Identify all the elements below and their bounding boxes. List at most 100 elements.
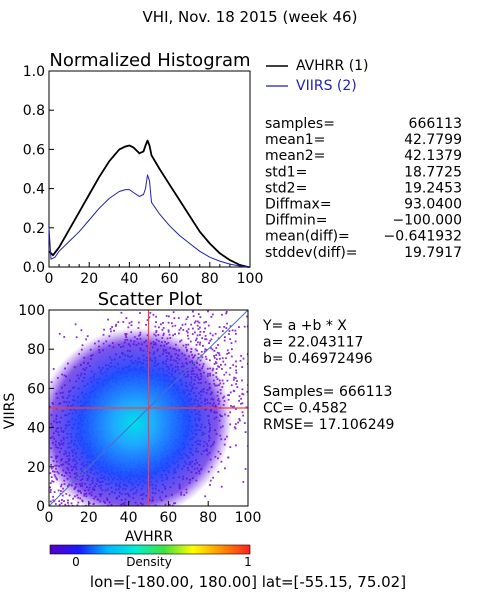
scatter-point bbox=[218, 366, 221, 368]
scatter-point bbox=[213, 357, 216, 359]
histogram-x-tick-label: 60 bbox=[161, 271, 179, 287]
colorbar-min-label: 0 bbox=[72, 555, 80, 569]
stat-value: 42.7799 bbox=[404, 132, 462, 148]
scatter-point bbox=[178, 328, 181, 331]
scatter-point bbox=[244, 468, 247, 470]
scatter-y-tick-label: 80 bbox=[27, 342, 45, 358]
stat-label: std1= bbox=[265, 164, 307, 180]
scatter-point bbox=[145, 323, 147, 326]
scatter-point bbox=[218, 326, 221, 328]
scatter-stat-line: a= 22.043117 bbox=[263, 335, 363, 351]
scatter-point bbox=[198, 321, 201, 324]
scatter-point bbox=[186, 331, 189, 334]
scatter-point bbox=[125, 317, 128, 319]
scatter-point bbox=[51, 480, 54, 483]
scatter-point bbox=[223, 326, 226, 328]
scatter-point bbox=[49, 486, 51, 489]
stat-value: 93.0400 bbox=[404, 197, 462, 213]
scatter-x-tick-label: 20 bbox=[80, 510, 98, 526]
scatter-point bbox=[155, 315, 157, 318]
scatter-point bbox=[75, 336, 78, 339]
scatter-point bbox=[235, 332, 237, 335]
scatter-point bbox=[221, 313, 223, 316]
scatter-point bbox=[229, 338, 232, 341]
stat-label: Diffmax= bbox=[265, 197, 332, 213]
scatter-point bbox=[158, 326, 160, 329]
scatter-point bbox=[59, 492, 62, 495]
scatter-point bbox=[207, 310, 209, 313]
scatter-point bbox=[224, 363, 227, 366]
histogram-series bbox=[48, 139, 250, 268]
scatter-point bbox=[223, 373, 226, 376]
stat-label: mean1= bbox=[265, 132, 325, 148]
scatter-point bbox=[74, 323, 77, 326]
scatter-point bbox=[149, 312, 152, 314]
scatter-point bbox=[225, 311, 228, 313]
scatter-point bbox=[210, 316, 213, 318]
scatter-point bbox=[233, 426, 236, 429]
scatter-point bbox=[221, 368, 223, 370]
scatter-point bbox=[177, 317, 180, 319]
scatter-point bbox=[195, 339, 197, 342]
scatter-point bbox=[231, 406, 234, 408]
scatter-point bbox=[155, 321, 157, 323]
scatter-point bbox=[162, 322, 164, 324]
scatter-point bbox=[172, 311, 175, 313]
scatter-point bbox=[115, 323, 117, 326]
scatter-point bbox=[215, 354, 218, 356]
scatter-point bbox=[213, 363, 216, 365]
scatter-point bbox=[246, 390, 248, 393]
scatter-stat-line: Y= a +b * X bbox=[262, 318, 347, 334]
scatter-point bbox=[197, 328, 200, 330]
scatter-point bbox=[167, 329, 170, 332]
scatter-point bbox=[52, 368, 55, 370]
scatter-point bbox=[242, 393, 245, 396]
scatter-point bbox=[197, 341, 199, 344]
scatter-point bbox=[226, 349, 229, 352]
scatter-stat-line: b= 0.46972496 bbox=[263, 351, 373, 367]
scatter-point bbox=[148, 316, 151, 319]
scatter-point bbox=[165, 315, 168, 317]
scatter-point bbox=[230, 342, 233, 344]
scatter-point bbox=[241, 402, 244, 405]
scatter-y-tick-label: 0 bbox=[36, 499, 45, 515]
scatter-point bbox=[61, 499, 63, 501]
scatter-point bbox=[187, 337, 190, 340]
stat-label: stddev(diff)= bbox=[265, 245, 358, 261]
histogram-x-tick-label: 100 bbox=[237, 271, 264, 287]
histogram-x-tick-label: 20 bbox=[80, 271, 98, 287]
scatter-point bbox=[182, 329, 185, 331]
scatter-point bbox=[234, 329, 237, 332]
scatter-point bbox=[235, 365, 237, 368]
scatter-x-tick-label: 60 bbox=[159, 510, 177, 526]
scatter-point bbox=[199, 334, 201, 336]
scatter-point bbox=[229, 325, 232, 328]
scatter-point bbox=[217, 470, 220, 473]
scatter-point bbox=[233, 376, 236, 379]
scatter-point bbox=[234, 427, 237, 430]
scatter-point bbox=[64, 503, 67, 506]
scatter-axes: 0 20 40 60 80 100 0 20 40 60 80 100 bbox=[18, 303, 261, 526]
stat-value: 666113 bbox=[409, 116, 462, 132]
scatter-point bbox=[200, 350, 203, 353]
scatter-point bbox=[130, 320, 133, 323]
scatter-point bbox=[192, 315, 195, 317]
scatter-point bbox=[226, 322, 228, 325]
stat-label: std2= bbox=[265, 180, 307, 196]
scatter-point bbox=[107, 318, 109, 321]
scatter-point bbox=[233, 405, 235, 408]
scatter-point bbox=[228, 333, 230, 335]
scatter-point bbox=[53, 491, 56, 493]
scatter-point bbox=[229, 367, 232, 369]
scatter-point bbox=[230, 405, 232, 407]
scatter-point bbox=[117, 321, 120, 323]
scatter-point bbox=[192, 327, 194, 330]
scatter-point bbox=[161, 329, 164, 331]
scatter-point bbox=[196, 324, 199, 327]
histogram-y-tick-label: 0.2 bbox=[23, 221, 45, 237]
scatter-point bbox=[239, 359, 242, 362]
scatter-point bbox=[246, 315, 248, 318]
scatter-point bbox=[167, 321, 170, 324]
scatter-point bbox=[203, 350, 206, 353]
scatter-x-tick-label: 100 bbox=[235, 510, 262, 526]
